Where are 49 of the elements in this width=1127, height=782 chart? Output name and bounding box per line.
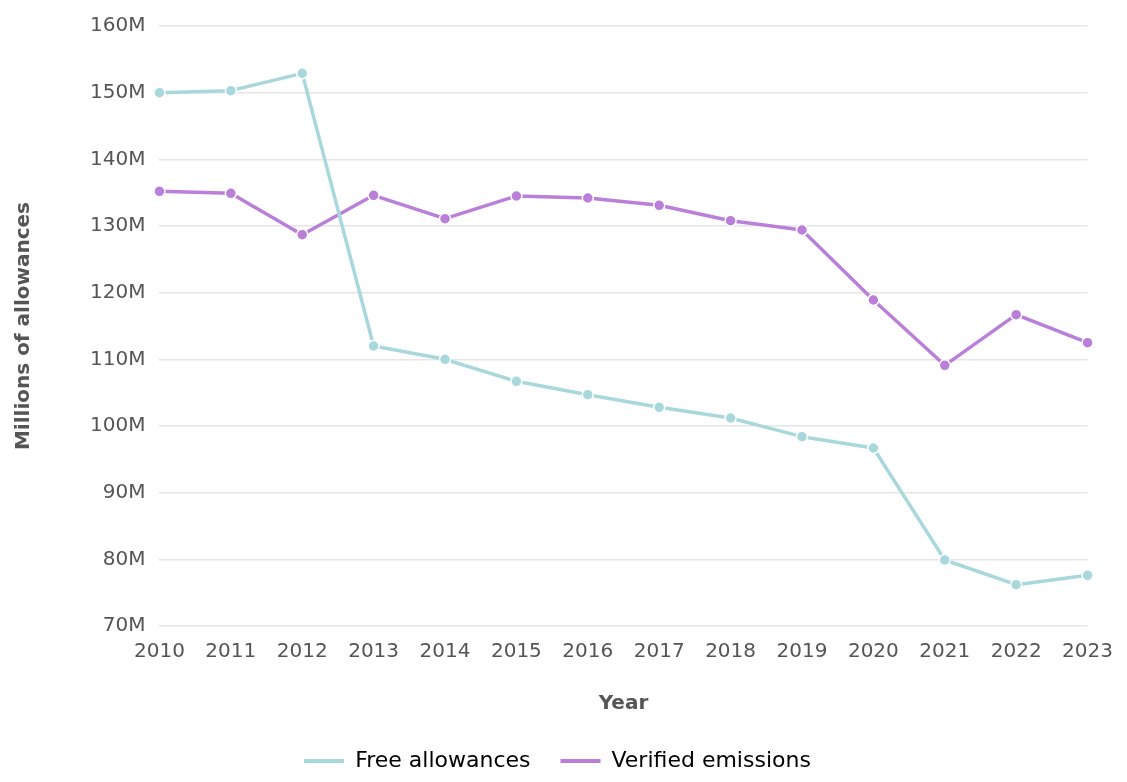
y-tick-label: 100M: [89, 412, 146, 437]
point: [510, 189, 523, 203]
legend-label: Free allowances: [355, 746, 531, 772]
x-axis-title: Year: [597, 690, 649, 715]
point: [295, 67, 309, 80]
x-tick-label: 2017: [633, 638, 685, 663]
point: [438, 353, 452, 366]
x-tick-label: 2022: [990, 638, 1042, 663]
y-tick-label: 120M: [89, 278, 146, 303]
y-tick-label: 110M: [89, 345, 146, 370]
x-tick-label: 2015: [490, 638, 542, 663]
x-tick-label: 2021: [919, 638, 971, 663]
point: [295, 228, 309, 241]
point: [367, 339, 380, 353]
point: [652, 401, 666, 414]
x-tick-label: 2023: [1062, 638, 1113, 663]
x-tick-label: 2019: [776, 638, 828, 663]
x-tick-label: 2018: [705, 638, 757, 663]
point: [795, 430, 809, 443]
y-tick-label: 140M: [89, 145, 146, 170]
point: [652, 199, 666, 212]
x-tick-label: 2016: [562, 638, 614, 663]
x-tick-label: 2014: [419, 638, 471, 663]
y-tick-label: 160M: [89, 12, 146, 37]
y-tick-label: 90M: [102, 478, 146, 503]
y-tick-label: 70M: [102, 612, 146, 637]
point: [224, 187, 238, 200]
point: [581, 191, 595, 205]
y-tick-label: 80M: [102, 545, 146, 570]
point: [224, 84, 238, 97]
x-tick-label: 2011: [205, 638, 257, 663]
point: [724, 411, 737, 425]
y-axis-title: Millions of allowances: [10, 201, 35, 451]
point: [867, 293, 880, 307]
x-tick-label: 2013: [348, 638, 400, 663]
x-tick-label: 2010: [133, 638, 185, 663]
point: [938, 359, 952, 372]
point: [438, 212, 452, 225]
point: [1009, 308, 1023, 321]
y-tick-label: 130M: [89, 212, 146, 237]
point: [1009, 578, 1023, 591]
x-tick-label: 2020: [847, 638, 899, 663]
point: [581, 388, 595, 401]
point: [867, 441, 880, 455]
legend-label: Verified emissions: [611, 746, 811, 772]
x-tick-label: 2012: [276, 638, 328, 663]
point: [938, 553, 952, 567]
y-tick-label: 150M: [89, 78, 146, 103]
point: [795, 223, 809, 237]
